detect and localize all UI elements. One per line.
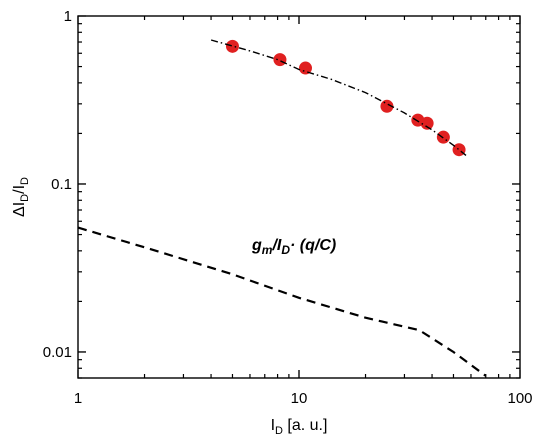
x-axis-label-rest: [a. u.] <box>283 417 327 434</box>
x-tick-label: 10 <box>291 390 308 407</box>
plot-area <box>77 15 521 379</box>
y-axis-label-pre: ΔI <box>11 202 28 217</box>
series-layer <box>77 39 487 377</box>
x-tick-label: 100 <box>507 390 532 407</box>
tick-labels: 1 10 100 0.01 0.1 1 <box>43 8 533 407</box>
annotation-slash: / <box>271 237 278 254</box>
y-tick-label: 1 <box>64 8 72 25</box>
y-axis-label-sub1: D <box>19 194 31 202</box>
annotation-gm-over-id: gm/ID· (q/C) <box>251 237 336 257</box>
x-axis-label: ID [a. u.] <box>271 417 328 437</box>
y-tick-label: 0.1 <box>51 176 72 193</box>
plot-frame <box>77 15 521 379</box>
x-axis-label-sub: D <box>275 425 283 437</box>
y-axis-label-sub2: D <box>19 177 31 185</box>
data-point <box>380 99 394 113</box>
axis-ticks <box>77 15 521 379</box>
annotation-i: I <box>277 237 282 254</box>
y-axis-label-mid: /I <box>11 185 28 194</box>
x-axis-label-main: I <box>271 417 275 434</box>
data-point <box>420 116 434 130</box>
y-axis-label: ΔID/ID <box>11 177 31 217</box>
annotation-rest: · (q/C) <box>290 237 336 254</box>
annotation-i-sub: D <box>281 243 290 257</box>
data-point <box>298 61 312 75</box>
annotation-g-sub: m <box>262 243 273 257</box>
y-tick-label: 0.01 <box>43 344 72 361</box>
dashed-reference-line <box>77 226 487 377</box>
annotation-g: g <box>251 237 262 254</box>
data-point <box>273 53 287 67</box>
dash-dot-fit-line <box>210 39 467 156</box>
x-tick-label: 1 <box>74 390 82 407</box>
data-point <box>225 39 239 53</box>
